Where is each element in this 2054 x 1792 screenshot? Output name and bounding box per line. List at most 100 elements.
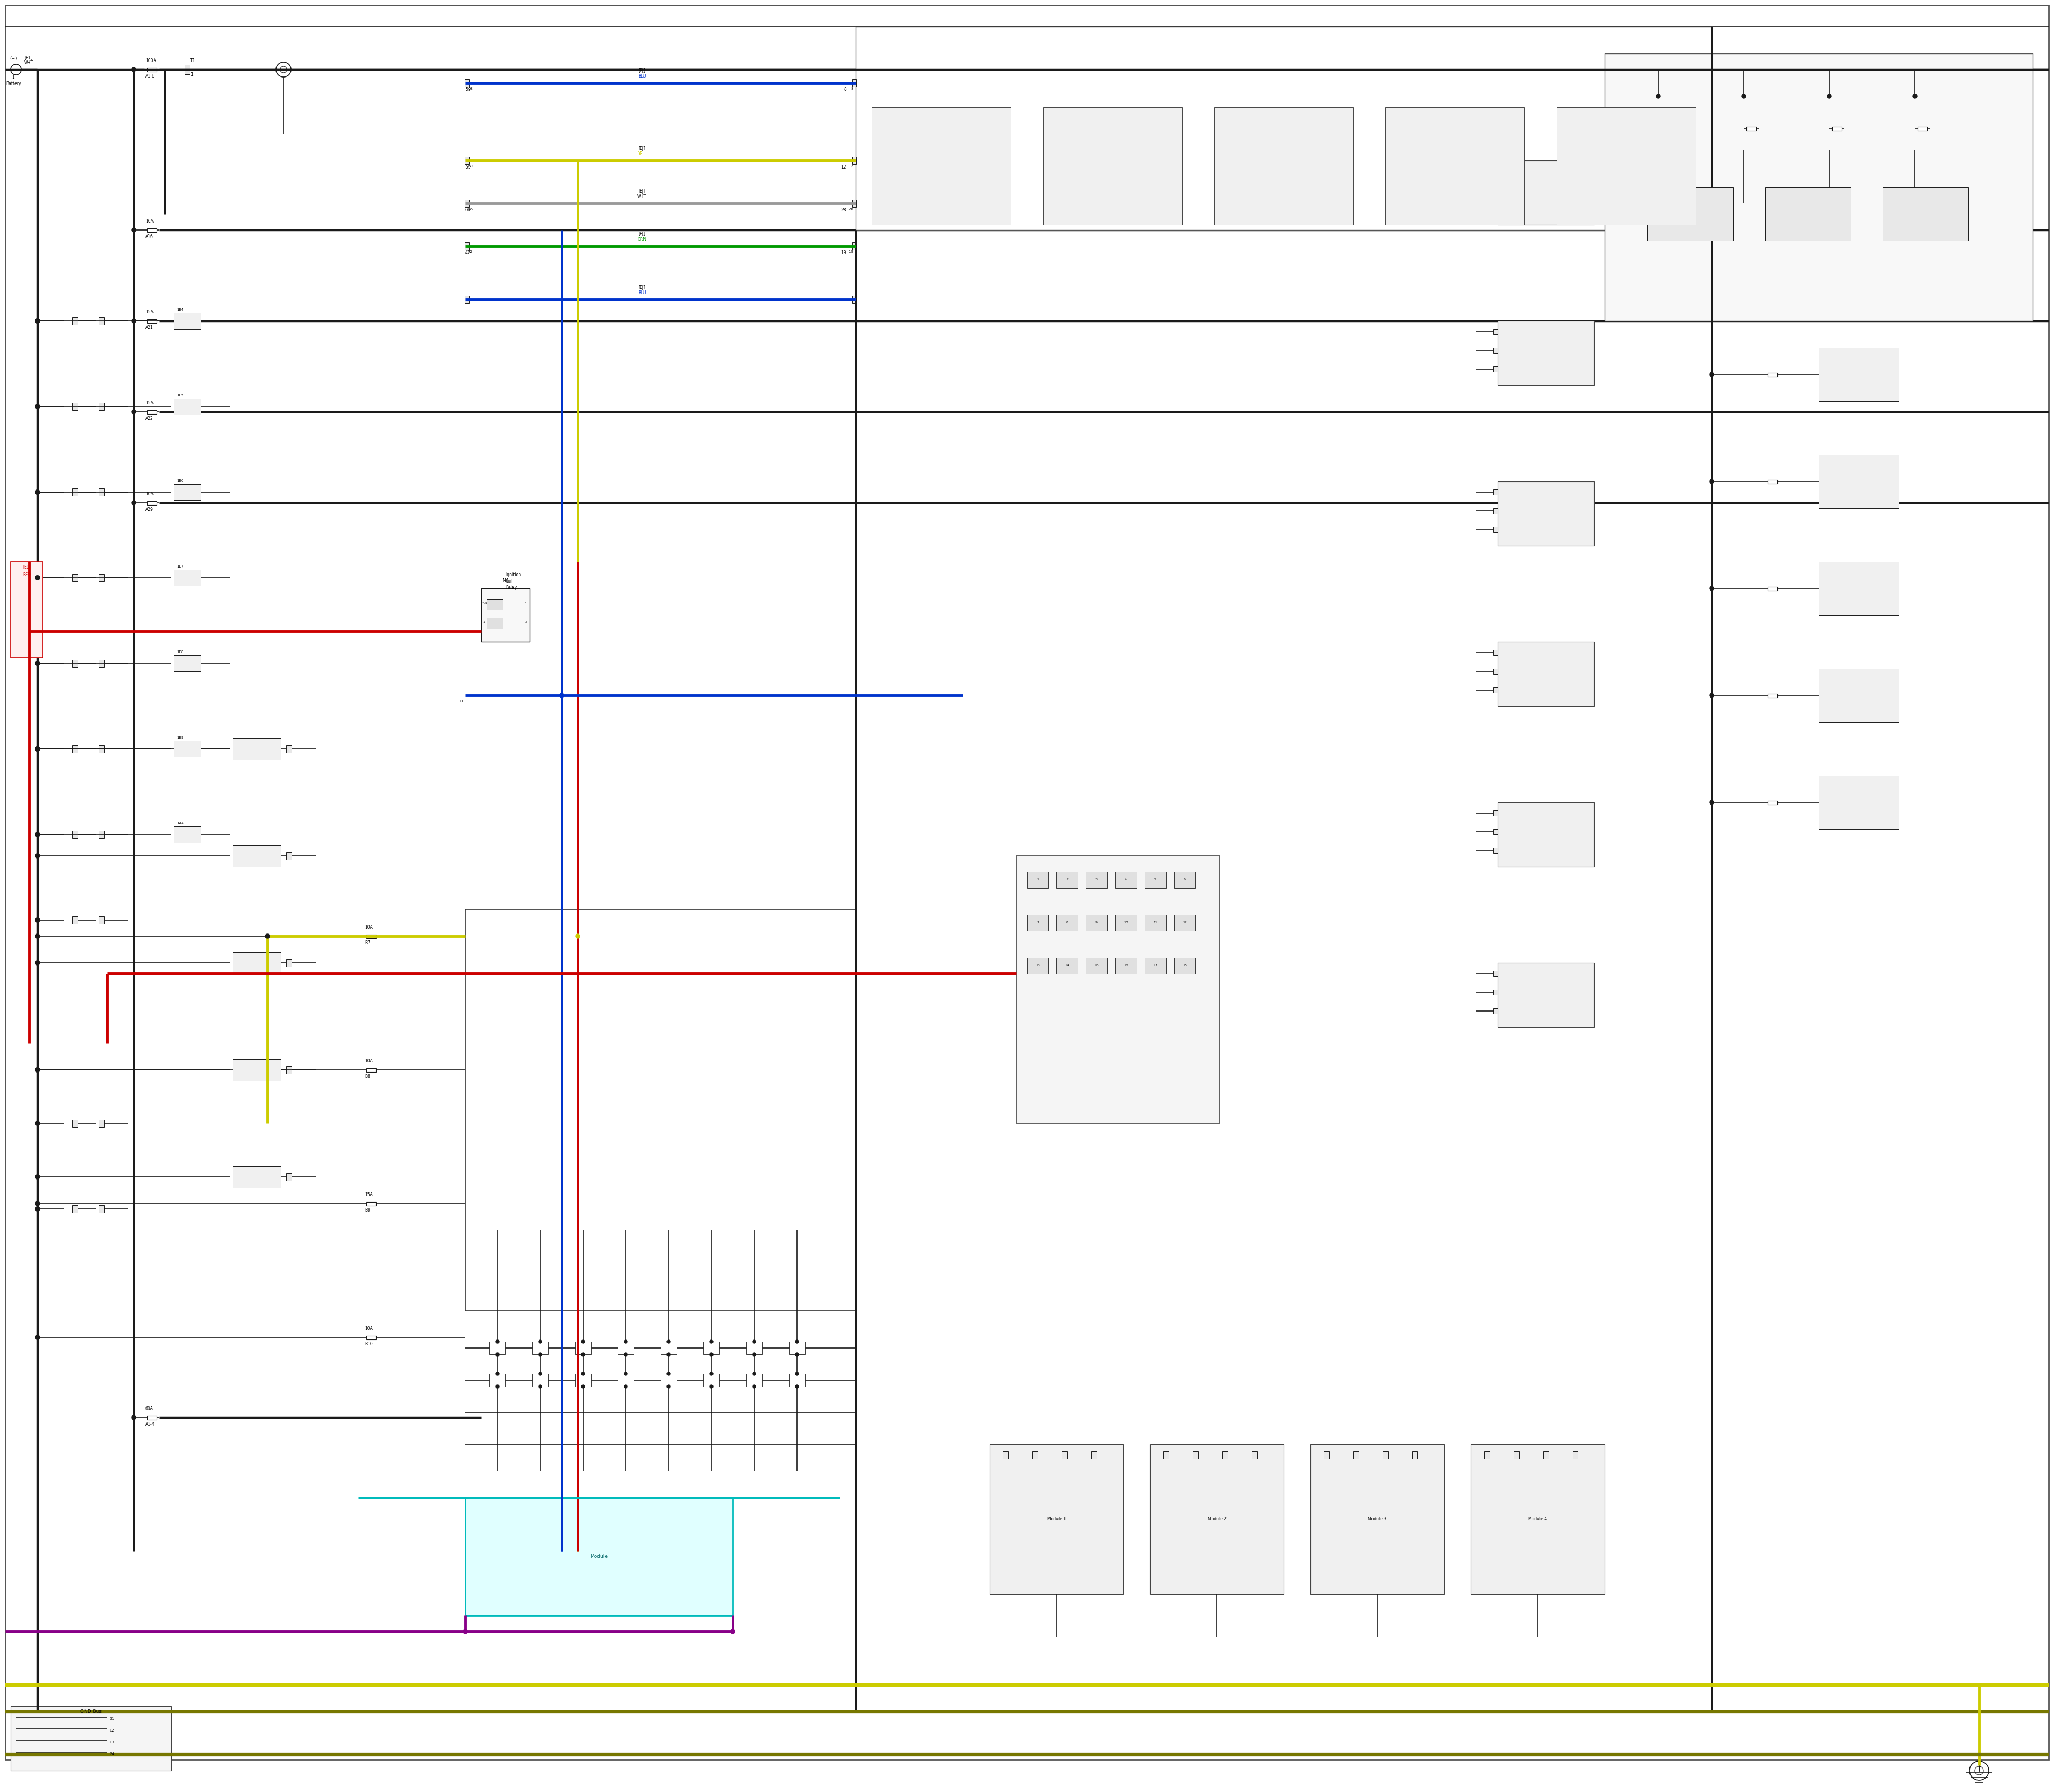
Text: Module 3: Module 3 (1368, 1516, 1386, 1521)
Text: GRN: GRN (637, 237, 647, 242)
Text: 59: 59 (466, 165, 470, 170)
Text: 11: 11 (1152, 921, 1158, 925)
Bar (1768, 586, 1777, 590)
Bar (702, 1342, 719, 1355)
Text: 1: 1 (1037, 878, 1039, 882)
Bar (232, 1059, 281, 1081)
Bar (1604, 54, 2033, 321)
Text: 1E9: 1E9 (177, 737, 183, 740)
Text: 2: 2 (1066, 878, 1068, 882)
Text: 5: 5 (1154, 878, 1156, 882)
Circle shape (581, 1353, 585, 1357)
Text: 59: 59 (466, 88, 470, 91)
Text: 42: 42 (466, 251, 470, 254)
Bar (286, 1066, 292, 1073)
Circle shape (581, 1385, 585, 1389)
Bar (1251, 1452, 1257, 1459)
Bar (618, 1374, 635, 1387)
Bar (1087, 914, 1107, 930)
Bar (1493, 830, 1497, 835)
Bar (1027, 957, 1048, 973)
Circle shape (35, 489, 39, 495)
Bar (976, 215, 982, 224)
Bar (148, 228, 156, 231)
Text: G2: G2 (109, 1729, 115, 1733)
Bar (1493, 366, 1497, 371)
Text: 1E7: 1E7 (177, 564, 183, 568)
Text: 28: 28 (848, 208, 852, 211)
Text: A29: A29 (146, 507, 154, 513)
Text: 10A: 10A (366, 1326, 372, 1331)
Text: 4,5: 4,5 (483, 602, 487, 604)
Bar (1818, 668, 1898, 722)
Bar (1768, 801, 1777, 805)
Bar (1493, 1009, 1497, 1014)
Bar (175, 398, 201, 414)
Text: 42: 42 (468, 251, 472, 253)
Circle shape (495, 1385, 499, 1389)
Bar (1497, 161, 1594, 224)
Text: A22: A22 (146, 416, 154, 421)
Bar (1497, 482, 1594, 545)
Bar (487, 599, 503, 609)
Circle shape (35, 661, 39, 665)
Bar (72, 1120, 78, 1127)
Circle shape (35, 1068, 39, 1072)
Bar (175, 314, 201, 330)
Bar (99, 916, 105, 925)
Text: 18: 18 (1183, 964, 1187, 968)
Text: Ignition: Ignition (505, 572, 522, 577)
Circle shape (495, 1373, 499, 1374)
Bar (72, 317, 78, 324)
Bar (148, 502, 156, 505)
Bar (1002, 1452, 1009, 1459)
Bar (1056, 914, 1078, 930)
Bar (72, 659, 78, 667)
Bar (1150, 1444, 1284, 1595)
Bar (1485, 1452, 1489, 1459)
Bar (489, 1342, 505, 1355)
Text: 15: 15 (1095, 964, 1099, 968)
Bar (1497, 803, 1594, 867)
Circle shape (1709, 694, 1713, 697)
Text: 100A: 100A (146, 59, 156, 63)
Text: 14: 14 (1066, 964, 1070, 968)
Text: 60A: 60A (146, 1407, 154, 1410)
Bar (232, 1167, 281, 1188)
Bar (175, 656, 201, 672)
Circle shape (624, 1353, 626, 1357)
Text: 58: 58 (468, 88, 472, 90)
Text: A21: A21 (146, 324, 154, 330)
Circle shape (795, 1340, 799, 1344)
Text: [EJ]: [EJ] (639, 188, 645, 194)
Text: 28: 28 (842, 208, 846, 213)
Bar (575, 1342, 592, 1355)
Text: 15A: 15A (146, 401, 154, 405)
Text: 4: 4 (524, 602, 528, 604)
Circle shape (495, 1353, 499, 1357)
Text: 66: 66 (468, 208, 472, 211)
Circle shape (731, 1629, 735, 1634)
Bar (1148, 215, 1152, 224)
Bar (1214, 108, 1354, 224)
Bar (1596, 215, 1602, 224)
Text: B8: B8 (366, 1073, 370, 1079)
Bar (1115, 873, 1136, 889)
Text: WHT: WHT (25, 61, 33, 65)
Circle shape (1828, 95, 1832, 99)
Bar (481, 588, 530, 642)
Text: 17: 17 (1152, 964, 1158, 968)
Text: 16: 16 (1124, 964, 1128, 968)
Text: 1: 1 (191, 72, 193, 77)
Bar (879, 215, 885, 224)
Circle shape (35, 575, 39, 581)
Circle shape (35, 1335, 39, 1339)
Circle shape (35, 853, 39, 858)
Circle shape (581, 1340, 585, 1344)
Circle shape (624, 1340, 626, 1344)
Bar (1222, 215, 1228, 224)
Bar (553, 1503, 559, 1512)
Bar (1497, 642, 1594, 706)
Bar (1354, 1452, 1358, 1459)
Text: 8: 8 (844, 88, 846, 91)
